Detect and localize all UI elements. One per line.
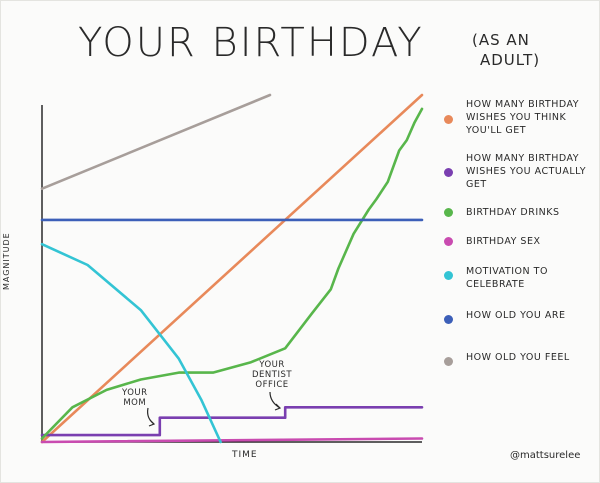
annotation-dentist-office: YOUR DENTIST OFFICE: [252, 360, 292, 390]
chart-title: YOUR BIRTHDAY: [78, 20, 424, 66]
series-line-1: [40, 405, 424, 437]
dentist-arrow: [269, 391, 281, 409]
series-line-3: [40, 437, 424, 444]
legend-label: How Old You Feel: [466, 352, 570, 363]
legend-label: How Many Birthday Wishes You Actually Ge…: [466, 153, 587, 190]
legend-dot: [444, 115, 453, 124]
subtitle-line-1: (AS AN: [472, 31, 530, 49]
annotation-dentist-line-3: OFFICE: [255, 380, 289, 390]
annotation-your-mom: YOUR MOM: [122, 388, 148, 408]
annotation-dentist-line-1: YOUR: [259, 360, 285, 370]
dentist-arrowhead: [274, 403, 282, 411]
annotation-mom-line-2: MOM: [123, 398, 147, 408]
mom-arrowhead: [148, 419, 156, 427]
series-line-4: [40, 242, 222, 444]
series-line-6: [40, 93, 272, 190]
legend-dot: [444, 357, 453, 366]
series-layer: [40, 93, 424, 444]
legend-dot: [444, 208, 453, 217]
series-line-0: [40, 93, 424, 444]
y-axis-label: MAGNITUDE: [2, 232, 11, 290]
legend-label: How Old You Are: [466, 310, 566, 321]
legend-label: Birthday Sex: [466, 236, 541, 247]
annotation-dentist-line-2: DENTIST: [252, 370, 293, 380]
annotation-mom-line-1: YOUR: [122, 388, 148, 398]
subtitle-line-2: ADULT): [480, 51, 541, 69]
legend-label: How Many Birthday Wishes You Think You'l…: [466, 99, 580, 136]
legend-dot: [444, 315, 453, 324]
legend-dot: [444, 237, 453, 246]
legend-label: Motivation to Celebrate: [466, 266, 548, 290]
signature: @mattsurelee: [510, 450, 581, 461]
legend-label: Birthday Drinks: [466, 207, 560, 218]
chart-subtitle: (AS AN ADULT): [472, 30, 540, 70]
legend-dot: [444, 271, 453, 280]
legend-dot: [444, 168, 453, 177]
x-axis-label: TIME: [232, 450, 258, 460]
series-line-2: [40, 107, 424, 440]
